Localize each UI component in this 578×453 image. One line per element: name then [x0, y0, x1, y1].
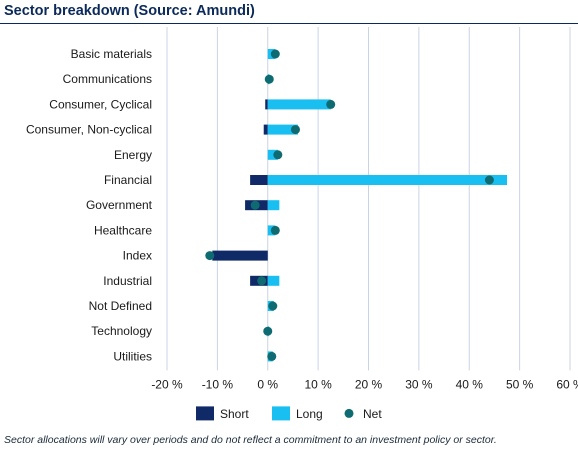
short-bar	[263, 124, 268, 135]
category-label: Technology	[91, 324, 152, 338]
category-label: Communications	[63, 72, 152, 86]
category-label: Not Defined	[89, 299, 152, 313]
x-tick-label: 20 %	[355, 377, 383, 391]
category-label: Basic materials	[71, 47, 152, 61]
legend-label-long: Long	[296, 407, 323, 421]
net-point	[263, 326, 273, 336]
x-tick-label: 50 %	[506, 377, 534, 391]
net-point	[270, 225, 280, 235]
net-point	[250, 200, 260, 210]
footnote: Sector allocations will vary over period…	[4, 434, 497, 446]
net-point	[290, 125, 300, 135]
net-point	[264, 74, 274, 84]
legend-label-short: Short	[220, 407, 249, 421]
title-divider	[0, 23, 578, 24]
long-bar	[267, 200, 280, 211]
net-point	[205, 251, 215, 261]
category-label: Consumer, Non-cyclical	[26, 123, 152, 137]
legend-label-net: Net	[363, 407, 382, 421]
category-label: Government	[86, 198, 153, 212]
chart-title: Sector breakdown (Source: Amundi)	[4, 3, 255, 19]
category-label: Energy	[114, 148, 152, 162]
x-tick-label: 40 %	[456, 377, 484, 391]
category-label: Financial	[104, 173, 152, 187]
legend-swatch-short	[196, 406, 214, 421]
legend-swatch-net	[344, 408, 354, 418]
category-label: Industrial	[103, 274, 152, 288]
net-point	[268, 301, 278, 311]
sector-breakdown-chart: Basic materials Communications Consumer, C…	[26, 27, 578, 421]
x-tick-label: -10 %	[202, 377, 234, 391]
x-tick-label: 30 %	[405, 377, 433, 391]
net-point	[484, 175, 494, 185]
category-label: Utilities	[113, 349, 152, 363]
long-bar	[267, 99, 331, 110]
long-bar	[267, 275, 280, 286]
long-bar	[267, 149, 278, 160]
net-point	[326, 99, 336, 109]
long-bar	[267, 175, 508, 185]
category-label: Consumer, Cyclical	[49, 97, 152, 111]
x-tick-label: 60 %	[556, 377, 578, 391]
x-tick-label: 0 %	[257, 377, 278, 391]
x-tick-label: 10 %	[304, 377, 332, 391]
short-bar	[212, 250, 268, 261]
net-point	[270, 49, 280, 59]
legend-swatch-long	[272, 406, 290, 421]
net-point	[273, 150, 283, 160]
long-bar	[267, 124, 298, 135]
short-bar	[265, 99, 268, 110]
x-tick-label: -20 %	[151, 377, 183, 391]
category-label: Healthcare	[94, 223, 152, 237]
net-point	[267, 351, 277, 361]
short-bar	[250, 175, 268, 185]
net-point	[257, 276, 267, 286]
category-label: Index	[123, 249, 152, 263]
